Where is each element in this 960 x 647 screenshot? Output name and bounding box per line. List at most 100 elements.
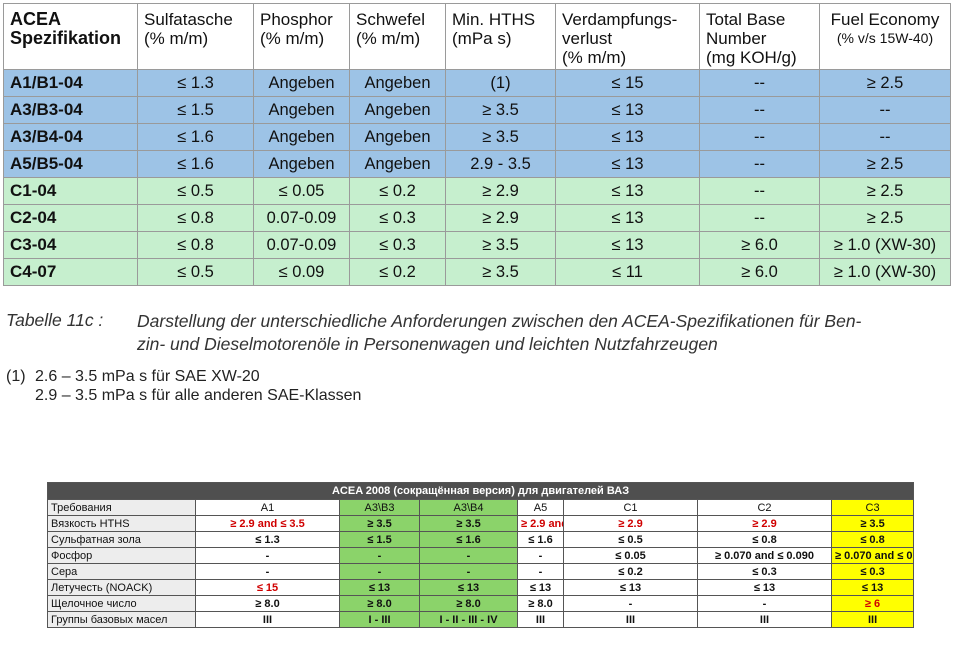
table1-cell: ≤ 13 [555, 96, 700, 124]
table1-header-5-line1: Verdampfungs- [562, 10, 678, 29]
table1-cell: -- [819, 123, 951, 151]
table1-cell: ≤ 0.2 [349, 177, 446, 205]
table2-cell: ≤ 0.2 [563, 563, 698, 580]
table1-cell: Angeben [349, 96, 446, 124]
table1-cell: ≥ 1.0 (XW-30) [819, 258, 951, 286]
spec-name-cell: C2-04 [3, 204, 138, 232]
table2-column-header: C3 [830, 499, 915, 516]
requirement-label: Фосфор [47, 547, 196, 564]
table1-cell: ≥ 1.0 (XW-30) [819, 231, 951, 259]
table1-body: A1/B1-04 ≤ 1.3 Angeben Angeben (1) ≤ 15 -- ≥ 2.… [3, 69, 951, 286]
table1-cell: ≤ 0.8 [137, 204, 254, 232]
table1-header-4-line2: (mPa s) [452, 29, 512, 48]
table1-row: A5/B5-04 ≤ 1.6 Angeben Angeben 2.9 - 3.5 ≤ 13… [3, 150, 951, 178]
table1-row: A3/B4-04 ≤ 1.6 Angeben Angeben ≥ 3.5 ≤ 13 -- -- [3, 123, 951, 151]
table2-title: ACEA 2008 (сокращённая версия) для двига… [46, 482, 915, 500]
table2-cell: ≥ 2.9 and ≤ 3.5 [517, 515, 564, 532]
table2-cell: ≥ 3.5 [339, 515, 420, 532]
table2-row: Сульфатная зола ≤ 1.3 ≤ 1.5 ≤ 1.6 ≤ 1.6 ≤ 0.5… [47, 531, 915, 548]
table1-header-3-line2: (% m/m) [356, 29, 421, 48]
table1-cell: 2.9 - 3.5 [445, 150, 556, 178]
table1-header-5-line3: (% m/m) [562, 48, 627, 67]
table2-cell: ≤ 13 [517, 579, 564, 596]
table1-cell: -- [699, 69, 820, 97]
footnote-line-1: 2.6 – 3.5 mPa s für SAE XW-20 [35, 368, 260, 385]
footnote-marker: (1) [6, 368, 26, 385]
table2-cell: ≥ 6 [830, 595, 915, 612]
table1-cell: ≤ 13 [555, 204, 700, 232]
table1-cell: ≥ 2.5 [819, 177, 951, 205]
table2-cell: - [697, 595, 832, 612]
caption-line-2: zin- und Dieselmotorenöle in Personenwag… [137, 334, 718, 354]
table1-cell: Angeben [253, 150, 350, 178]
table1-header-row: ACEA Spezifikation Sulfatasche (% m/m) Phosp… [3, 3, 951, 70]
table1-header-3: Schwefel (% m/m) [349, 3, 446, 70]
table1-cell: ≥ 2.9 [445, 177, 556, 205]
table2-cell: ≤ 13 [830, 579, 915, 596]
table1-cell: 0.07-0.09 [253, 204, 350, 232]
spec-name-cell: C4-07 [3, 258, 138, 286]
table1-cell: ≥ 2.5 [819, 150, 951, 178]
table2-cell: ≥ 2.9 [697, 515, 832, 532]
table1-cell: Angeben [253, 96, 350, 124]
table1-cell: ≤ 13 [555, 123, 700, 151]
table2-cell: ≤ 13 [339, 579, 420, 596]
table2-cell: ≥ 8.0 [517, 595, 564, 612]
table2-cell: ≥ 8.0 [195, 595, 340, 612]
table1-cell: ≤ 0.5 [137, 258, 254, 286]
requirement-label: Летучесть (NOACK) [47, 579, 196, 596]
table2-column-header: C1 [563, 499, 698, 516]
table1-cell: Angeben [349, 150, 446, 178]
caption-line-1: Darstellung der unterschiedliche Anforde… [137, 311, 862, 331]
table1-cell: ≥ 2.5 [819, 69, 951, 97]
table2-cell: - [563, 595, 698, 612]
table2-column-header: C2 [697, 499, 832, 516]
table1-header-2-line1: Phosphor [260, 10, 333, 29]
spec-name-cell: A3/B3-04 [3, 96, 138, 124]
requirement-label: Группы базовых масел [47, 611, 196, 628]
table2-cell: ≤ 0.3 [697, 563, 832, 580]
table1-cell: ≥ 3.5 [445, 123, 556, 151]
table1-cell: (1) [445, 69, 556, 97]
table1-cell: ≤ 13 [555, 150, 700, 178]
table2-cell: III [195, 611, 340, 628]
table1-cell: -- [699, 96, 820, 124]
table1-row: A3/B3-04 ≤ 1.5 Angeben Angeben ≥ 3.5 ≤ 13 -- -- [3, 96, 951, 124]
table1-cell: ≤ 1.6 [137, 123, 254, 151]
table1-cell: ≤ 11 [555, 258, 700, 286]
table2-column-header: A3\B4 [419, 499, 518, 516]
table1-cell: -- [819, 96, 951, 124]
table1-header-4-line1: Min. HTHS [452, 10, 536, 29]
table1-row: C4-07 ≤ 0.5 ≤ 0.09 ≤ 0.2 ≥ 3.5 ≤ 11 ≥ 6.0 ≥ 1.0… [3, 258, 951, 286]
table1-header-7-line1: Fuel Economy [830, 10, 940, 29]
table2-cell: I - III [339, 611, 420, 628]
table1-header-2: Phosphor (% m/m) [253, 3, 350, 70]
table1-cell: ≤ 13 [555, 231, 700, 259]
table1-cell: ≥ 6.0 [699, 231, 820, 259]
table1-header-6-line3: (mg KOH/g) [706, 48, 797, 67]
table2-cell: - [419, 547, 518, 564]
table2-cell: I - II - III - IV [419, 611, 518, 628]
table2-cell: ≤ 1.5 [339, 531, 420, 548]
table1-header-6-line1: Total Base [706, 10, 786, 29]
table1-cell: ≥ 2.5 [819, 204, 951, 232]
table1-header-3-line1: Schwefel [356, 10, 425, 29]
table1-header-0-line1: ACEA [10, 9, 62, 29]
table1-cell: 0.07-0.09 [253, 231, 350, 259]
table2-cell: ≥ 3.5 [830, 515, 915, 532]
table2-cell: III [517, 611, 564, 628]
table2-cell: III [563, 611, 698, 628]
table1-cell: ≤ 1.3 [137, 69, 254, 97]
table1-cell: ≤ 1.5 [137, 96, 254, 124]
table2-cell: III [830, 611, 915, 628]
table1-cell: -- [699, 177, 820, 205]
table1-cell: Angeben [349, 69, 446, 97]
table1-cell: ≤ 0.05 [253, 177, 350, 205]
table1-header-0: ACEA Spezifikation [3, 3, 138, 70]
table1-cell: ≤ 0.2 [349, 258, 446, 286]
table1-cell: ≤ 0.3 [349, 231, 446, 259]
table2-cell: ≤ 1.6 [419, 531, 518, 548]
caption-text: Darstellung der unterschiedliche Anforde… [137, 310, 949, 356]
table1-header-1-line2: (% m/m) [144, 29, 209, 48]
